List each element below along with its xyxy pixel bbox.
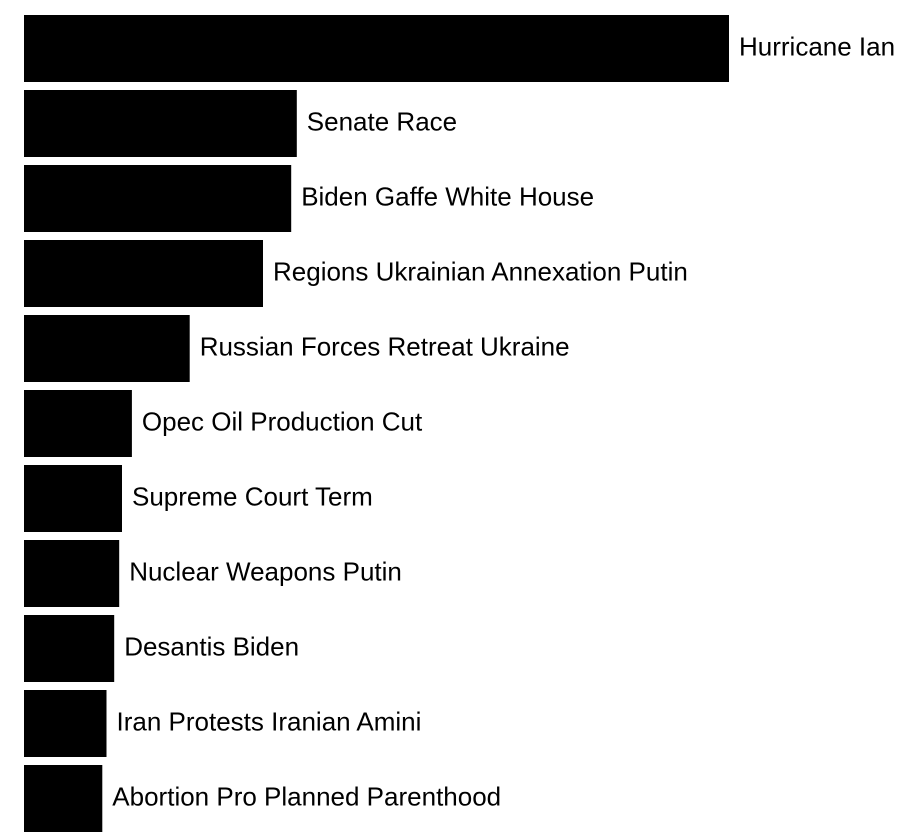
bar-5 <box>24 390 132 457</box>
bar-10 <box>24 765 103 832</box>
bar-label-6: Supreme Court Term <box>132 481 373 511</box>
bar-label-8: Desantis Biden <box>124 631 299 661</box>
bars-group <box>24 15 729 832</box>
bar-label-0: Hurricane Ian <box>739 31 895 61</box>
bar-1 <box>24 90 297 157</box>
bar-4 <box>24 315 190 382</box>
bar-label-1: Senate Race <box>307 106 457 136</box>
bar-7 <box>24 540 120 607</box>
bar-2 <box>24 165 292 232</box>
bar-0 <box>24 15 729 82</box>
bar-label-7: Nuclear Weapons Putin <box>129 556 402 586</box>
bar-9 <box>24 690 107 757</box>
bar-label-9: Iran Protests Iranian Amini <box>117 706 422 736</box>
bar-label-10: Abortion Pro Planned Parenthood <box>112 781 501 811</box>
labels-group: Hurricane Ian Senate Race Biden Gaffe Whit… <box>112 31 895 811</box>
bar-8 <box>24 615 115 682</box>
bar-3 <box>24 240 263 307</box>
bar-label-4: Russian Forces Retreat Ukraine <box>200 331 570 361</box>
bar-label-5: Opec Oil Production Cut <box>142 406 423 436</box>
bar-label-2: Biden Gaffe White House <box>301 181 594 211</box>
bar-6 <box>24 465 122 532</box>
bar-label-3: Regions Ukrainian Annexation Putin <box>273 256 688 286</box>
